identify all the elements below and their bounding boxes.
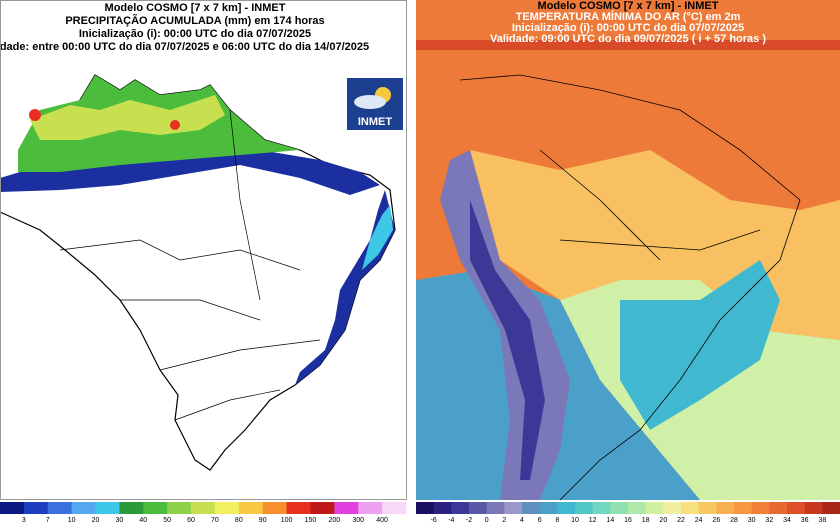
colorbar-swatch (681, 502, 700, 514)
colorbar-swatch (522, 502, 541, 514)
colorbar-swatch (119, 502, 144, 514)
colorbar-swatch (804, 502, 823, 514)
colorbar-label: 32 (765, 517, 773, 524)
colorbar-label: 16 (624, 517, 632, 524)
colorbar-label: 28 (730, 517, 738, 524)
title-line: Validade: 09:00 UTC do dia 09/07/2025 ( … (490, 33, 766, 45)
colorbar-swatch (286, 502, 311, 514)
title-line: Modelo COSMO [7 x 7 km] - INMET (105, 2, 286, 14)
colorbar-label: 30 (748, 517, 756, 524)
colorbar-label: 18 (642, 517, 650, 524)
colorbar-swatch (557, 502, 576, 514)
colorbar-label: 26 (712, 517, 720, 524)
colorbar-label: 34 (783, 517, 791, 524)
colorbar-swatch (191, 502, 216, 514)
colorbar-swatch (698, 502, 717, 514)
colorbar-label: 2 (502, 517, 506, 524)
colorbar-swatch (71, 502, 97, 514)
colorbar-label: 80 (235, 517, 243, 524)
colorbar-label: 4 (520, 517, 524, 524)
colorbar-label: 30 (116, 517, 124, 524)
precip-map: INMET Modelo COSMO [7 x 7 km] - INMET PR… (0, 0, 408, 500)
colorbar-label: 0 (485, 517, 489, 524)
colorbar-swatch (504, 502, 523, 514)
title-line: PRECIPITAÇÃO ACUMULADA (mm) em 174 horas (65, 14, 324, 27)
colorbar-swatch (47, 502, 73, 514)
colorbar-label: 3 (22, 517, 26, 524)
colorbar-swatch (310, 502, 335, 514)
colorbar-swatch (769, 502, 788, 514)
colorbar-swatch (167, 502, 192, 514)
colorbar-swatch (214, 502, 240, 514)
colorbar-swatch (451, 502, 470, 514)
colorbar-label: 50 (163, 517, 171, 524)
title-line: TEMPERATURA MÍNIMA DO AR (°C) em 2m (516, 10, 741, 23)
colorbar-swatch (539, 502, 558, 514)
colorbar-label: 22 (677, 517, 685, 524)
logo: INMET (358, 116, 393, 128)
colorbar-label: 10 (571, 517, 579, 524)
temp-map: Modelo COSMO [7 x 7 km] - INMET TEMPERAT… (416, 0, 840, 500)
colorbar-label: 150 (305, 517, 317, 524)
colorbar-label: -2 (466, 517, 472, 524)
colorbar-swatch (416, 502, 435, 514)
colorbar-label: 90 (259, 517, 267, 524)
colorbar-label: 20 (659, 517, 667, 524)
colorbar-swatch (787, 502, 806, 514)
titles: Modelo COSMO [7 x 7 km] - INMET PRECIPIT… (0, 2, 369, 53)
colorbar-label: 400 (376, 517, 388, 524)
colorbar-label: -4 (448, 517, 454, 524)
colorbar-swatch (716, 502, 735, 514)
colorbar-swatch (143, 502, 168, 514)
colorbar-swatch (663, 502, 682, 514)
colorbar-swatch (486, 502, 505, 514)
colorbar-label: 6 (538, 517, 542, 524)
colorbar-swatch (645, 502, 664, 514)
colorbar-label: 24 (695, 517, 703, 524)
colorbar-label: 200 (329, 517, 341, 524)
colorbar-label: 300 (352, 517, 364, 524)
colorbar-swatch (23, 502, 49, 514)
colorbar-label: 40 (139, 517, 147, 524)
title-line: Validade: entre 00:00 UTC do dia 07/07/2… (0, 41, 369, 53)
colorbar-swatch (358, 502, 383, 514)
colorbar-label: 8 (555, 517, 559, 524)
colorbar-swatch (592, 502, 611, 514)
colorbar-swatch (751, 502, 770, 514)
colorbar-label: 14 (606, 517, 614, 524)
colorbar-swatch (382, 502, 407, 514)
colorbar-label: 36 (801, 517, 809, 524)
colorbar-swatch (0, 502, 25, 514)
colorbar-swatch (610, 502, 629, 514)
colorbar-swatch (238, 502, 264, 514)
colorbar-swatch (469, 502, 488, 514)
title-line: Inicialização (i): 00:00 UTC do dia 07/0… (79, 28, 311, 40)
colorbar-swatch (334, 502, 359, 514)
colorbar-swatch (262, 502, 288, 514)
title-line: Inicialização (i): 00:00 UTC do dia 07/0… (512, 22, 744, 34)
colorbar-label: 70 (211, 517, 219, 524)
colorbar-swatch (95, 502, 120, 514)
colorbars: 3 7 10 20 30 40 50 60 70 80 90 100 150 200 300 400 -6 -4-… (0, 502, 840, 524)
colorbar-swatch (822, 502, 840, 514)
colorbar-label: 38 (818, 517, 826, 524)
colorbar-swatch (575, 502, 594, 514)
title-line: Modelo COSMO [7 x 7 km] - INMET (538, 0, 719, 12)
colorbar-label: 60 (187, 517, 195, 524)
colorbar-label: 20 (92, 517, 100, 524)
colorbar-label: 7 (46, 517, 50, 524)
colorbar-swatch (433, 502, 452, 514)
colorbar-swatch (734, 502, 753, 514)
colorbar-label: -6 (431, 517, 437, 524)
titles: Modelo COSMO [7 x 7 km] - INMET TEMPERAT… (490, 0, 766, 45)
colorbar-label: 10 (68, 517, 76, 524)
colorbar-label: 100 (281, 517, 293, 524)
colorbar-label: 12 (589, 517, 597, 524)
colorbar-swatch (628, 502, 647, 514)
